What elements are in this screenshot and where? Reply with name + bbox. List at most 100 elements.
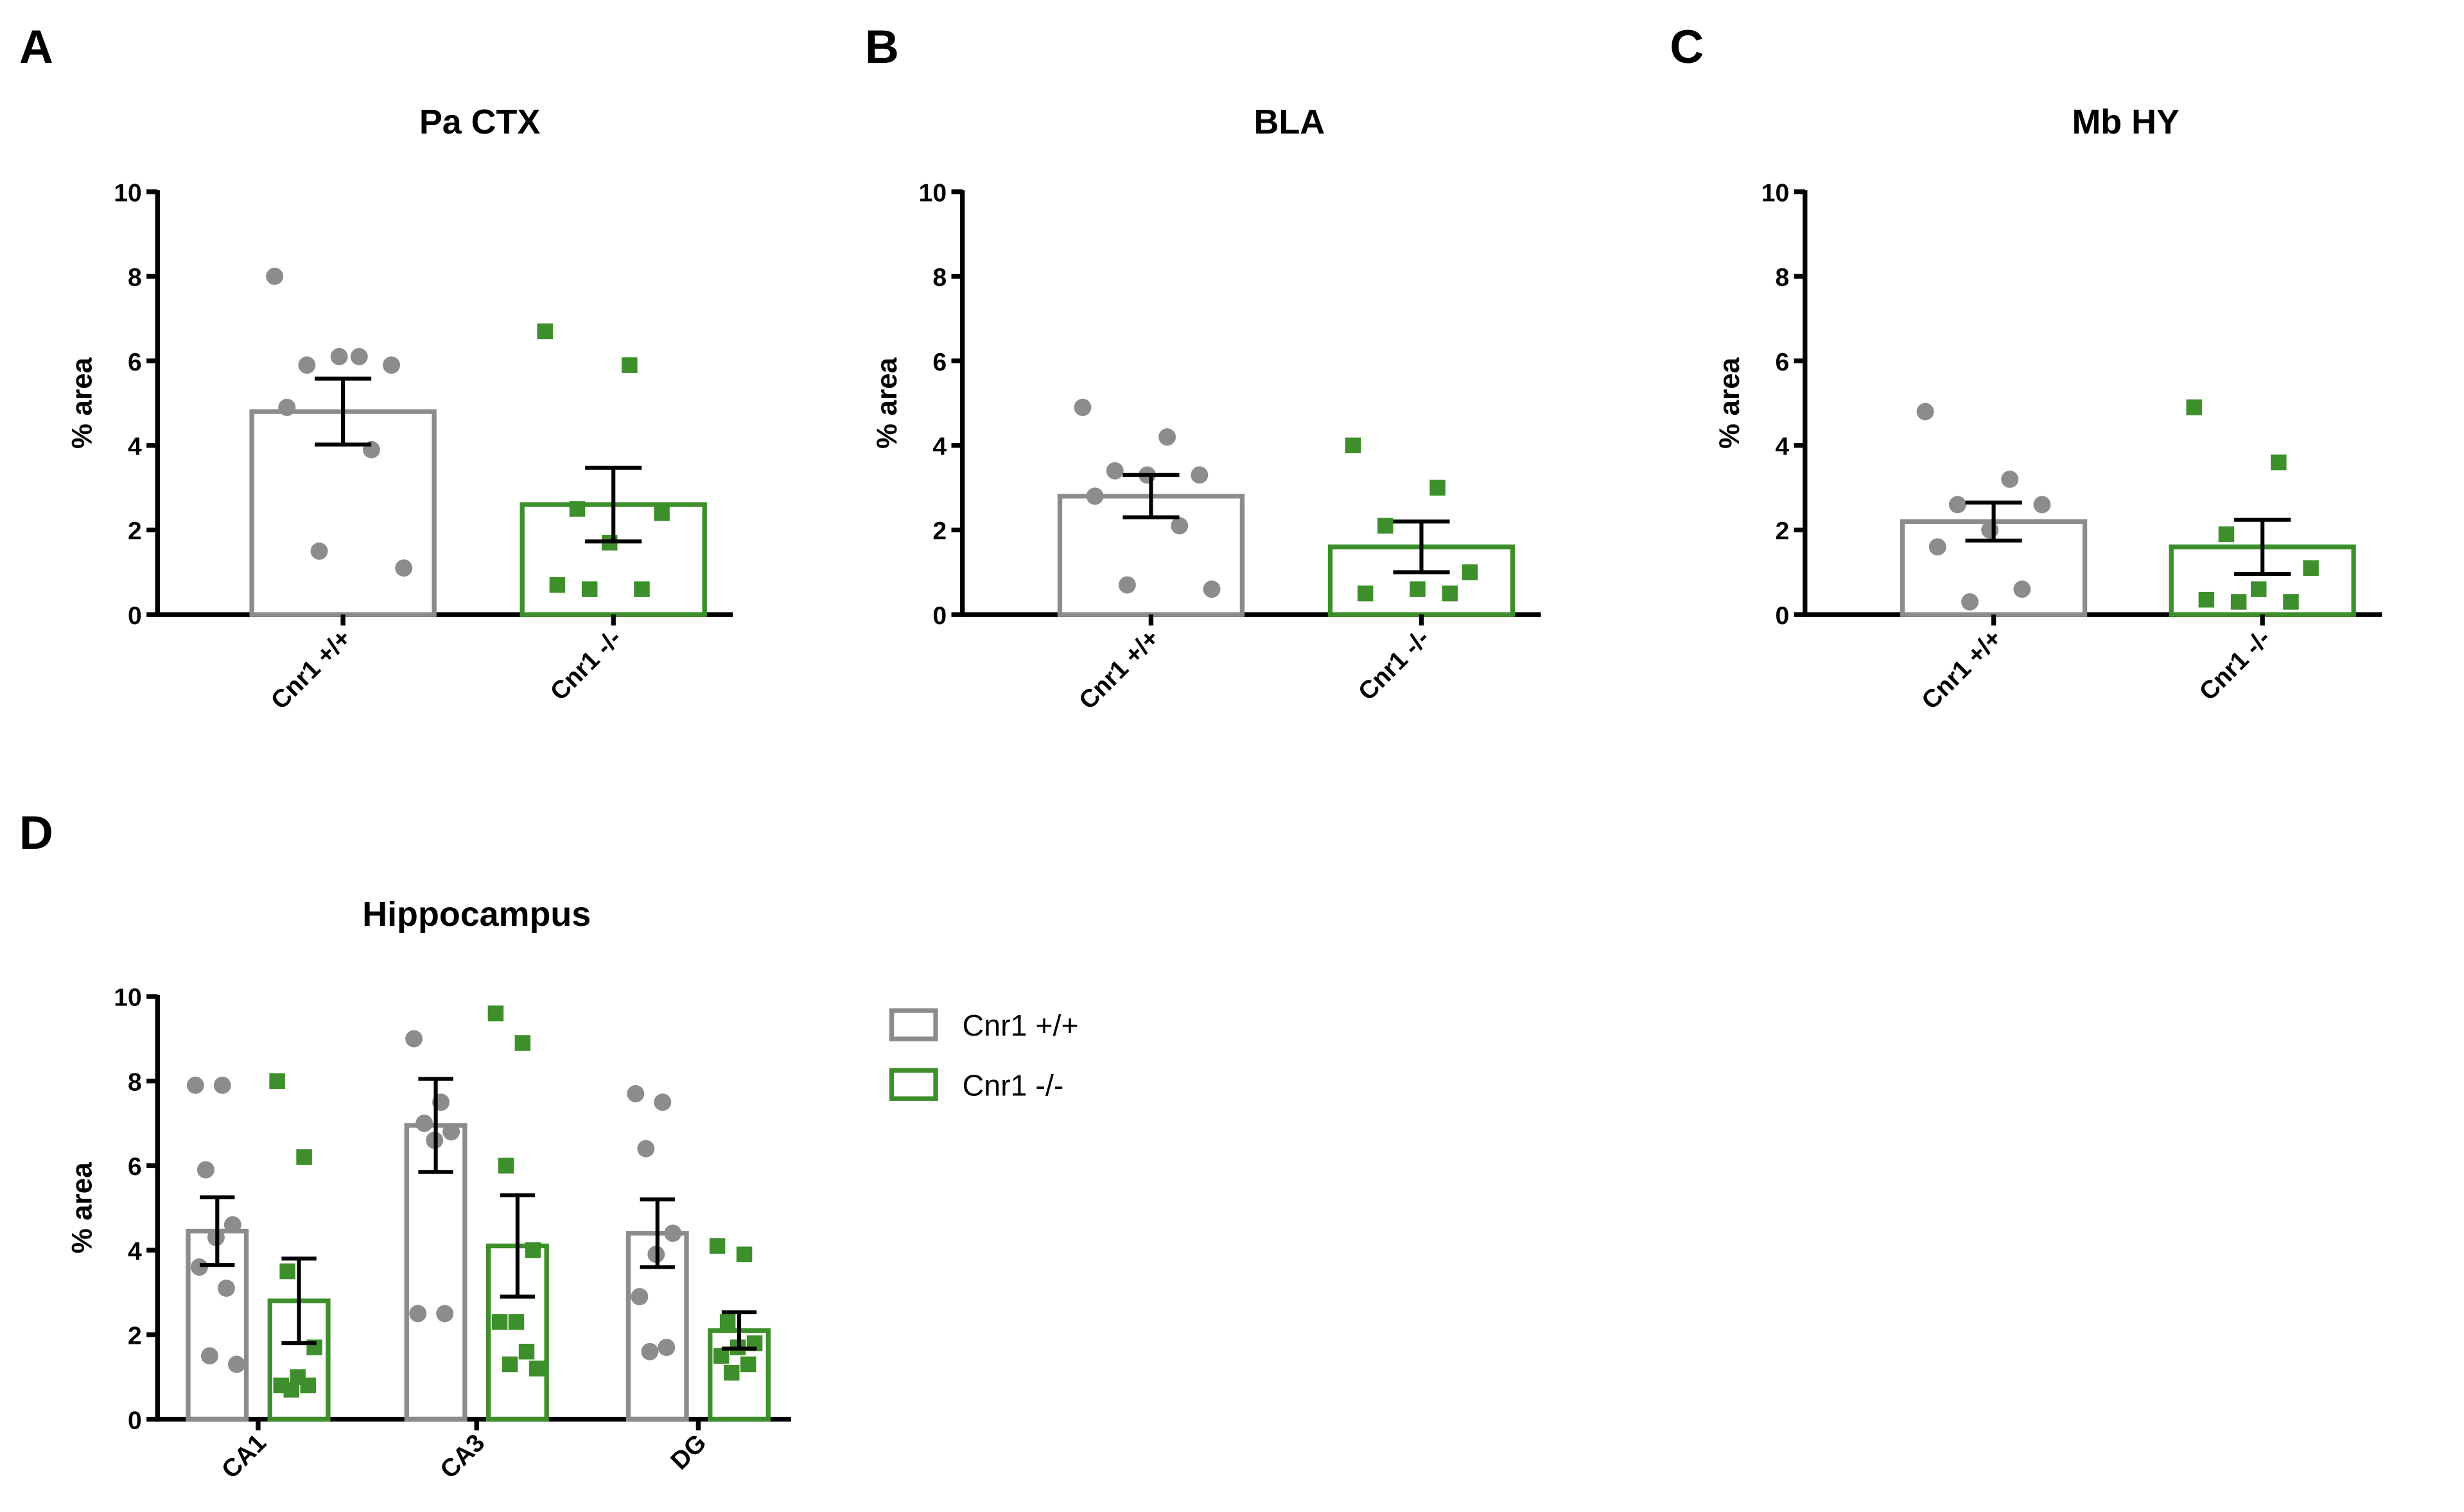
panel-label: B (865, 21, 899, 73)
data-point (2013, 580, 2031, 598)
chart-title: Pa CTX (419, 103, 541, 141)
data-point (350, 348, 368, 365)
data-point (186, 1076, 204, 1094)
data-point (637, 1140, 655, 1158)
y-tick-label: 6 (1776, 349, 1790, 376)
data-point (227, 1355, 245, 1373)
x-tick-label: Cnr1 +/+ (1074, 624, 1164, 715)
data-point (409, 1305, 427, 1323)
panel-label: D (19, 806, 53, 859)
data-point (723, 1364, 740, 1381)
x-tick-label: CA3 (435, 1429, 490, 1484)
y-tick-label: 4 (128, 433, 142, 460)
x-tick-label: Cnr1 -/- (1353, 624, 1435, 706)
y-tick-label: 2 (128, 1323, 142, 1350)
data-point (654, 505, 670, 521)
data-point (1961, 593, 1979, 611)
data-point (518, 1343, 535, 1360)
data-point (654, 1093, 672, 1111)
data-point (442, 1123, 460, 1141)
legend-swatch (889, 1068, 938, 1101)
data-point (1462, 564, 1478, 580)
data-point (330, 348, 348, 365)
data-point (2230, 594, 2247, 610)
y-tick-label: 6 (128, 1153, 142, 1181)
data-point (2001, 470, 2019, 488)
y-tick-label: 4 (1776, 433, 1790, 460)
data-point (300, 1377, 316, 1394)
error-bar (640, 1197, 675, 1269)
y-tick-label: 8 (128, 264, 142, 291)
data-point (1106, 462, 1124, 480)
error-bar (200, 1195, 235, 1267)
data-point (2033, 496, 2051, 514)
data-point (217, 1279, 235, 1297)
data-point (415, 1115, 433, 1133)
y-tick-label: 4 (128, 1238, 142, 1265)
data-point (201, 1347, 218, 1365)
data-point (498, 1158, 514, 1174)
y-tick-label: 6 (932, 349, 947, 376)
data-point (1981, 521, 1999, 539)
error-bar (2234, 517, 2291, 577)
data-point (2271, 454, 2287, 471)
y-axis-label: % area (1714, 357, 1745, 449)
error-bar (1393, 519, 1450, 575)
chart-title: BLA (1254, 103, 1325, 141)
data-point (622, 357, 638, 373)
data-point (1074, 399, 1092, 416)
data-point (1377, 517, 1394, 534)
error-bar (1123, 473, 1180, 519)
data-point (223, 1216, 241, 1234)
data-point (549, 577, 566, 593)
chart-title: Hippocampus (362, 895, 591, 934)
data-point (1948, 496, 1966, 514)
data-point (266, 267, 284, 285)
data-point (296, 1149, 312, 1165)
data-point (627, 1085, 645, 1102)
y-tick-label: 2 (932, 517, 947, 545)
y-tick-label: 0 (932, 602, 947, 630)
data-point (514, 1035, 531, 1051)
x-tick-label: Cnr1 +/+ (1916, 624, 2007, 715)
data-point (569, 501, 586, 517)
data-point (529, 1360, 545, 1377)
data-point (310, 542, 328, 560)
y-tick-label: 2 (128, 517, 142, 545)
legend-label: Cnr1 -/- (963, 1068, 1064, 1102)
data-point (1442, 586, 1458, 602)
data-point (1086, 487, 1104, 505)
data-point (709, 1238, 726, 1254)
error-bar (315, 376, 372, 447)
data-point (279, 1263, 295, 1280)
data-point (2218, 526, 2235, 543)
y-tick-label: 10 (919, 179, 947, 207)
data-point (1345, 437, 1361, 454)
y-axis-label: % area (66, 1162, 98, 1254)
data-point (1410, 581, 1426, 597)
x-tick-label: Cnr1 +/+ (266, 624, 356, 715)
data-point (1158, 428, 1176, 446)
error-bar (500, 1193, 536, 1299)
y-tick-label: 8 (1776, 264, 1790, 291)
data-point (405, 1030, 423, 1048)
y-tick-label: 6 (128, 349, 142, 376)
data-point (736, 1246, 753, 1262)
data-point (395, 559, 413, 577)
data-point (2198, 591, 2215, 608)
y-tick-label: 8 (128, 1068, 142, 1096)
y-tick-label: 0 (128, 602, 142, 630)
data-point (502, 1356, 518, 1373)
data-point (1191, 466, 1209, 484)
data-point (213, 1076, 231, 1094)
data-point (525, 1242, 541, 1258)
y-tick-label: 10 (114, 179, 142, 207)
panel-label: A (19, 21, 53, 73)
x-tick-label: Cnr1 -/- (545, 624, 627, 706)
y-axis-label: % area (66, 357, 98, 449)
data-point (1357, 586, 1374, 602)
data-point (383, 356, 401, 374)
data-point (631, 1288, 649, 1306)
data-point (197, 1161, 214, 1179)
x-tick-label: CA1 (216, 1429, 272, 1484)
